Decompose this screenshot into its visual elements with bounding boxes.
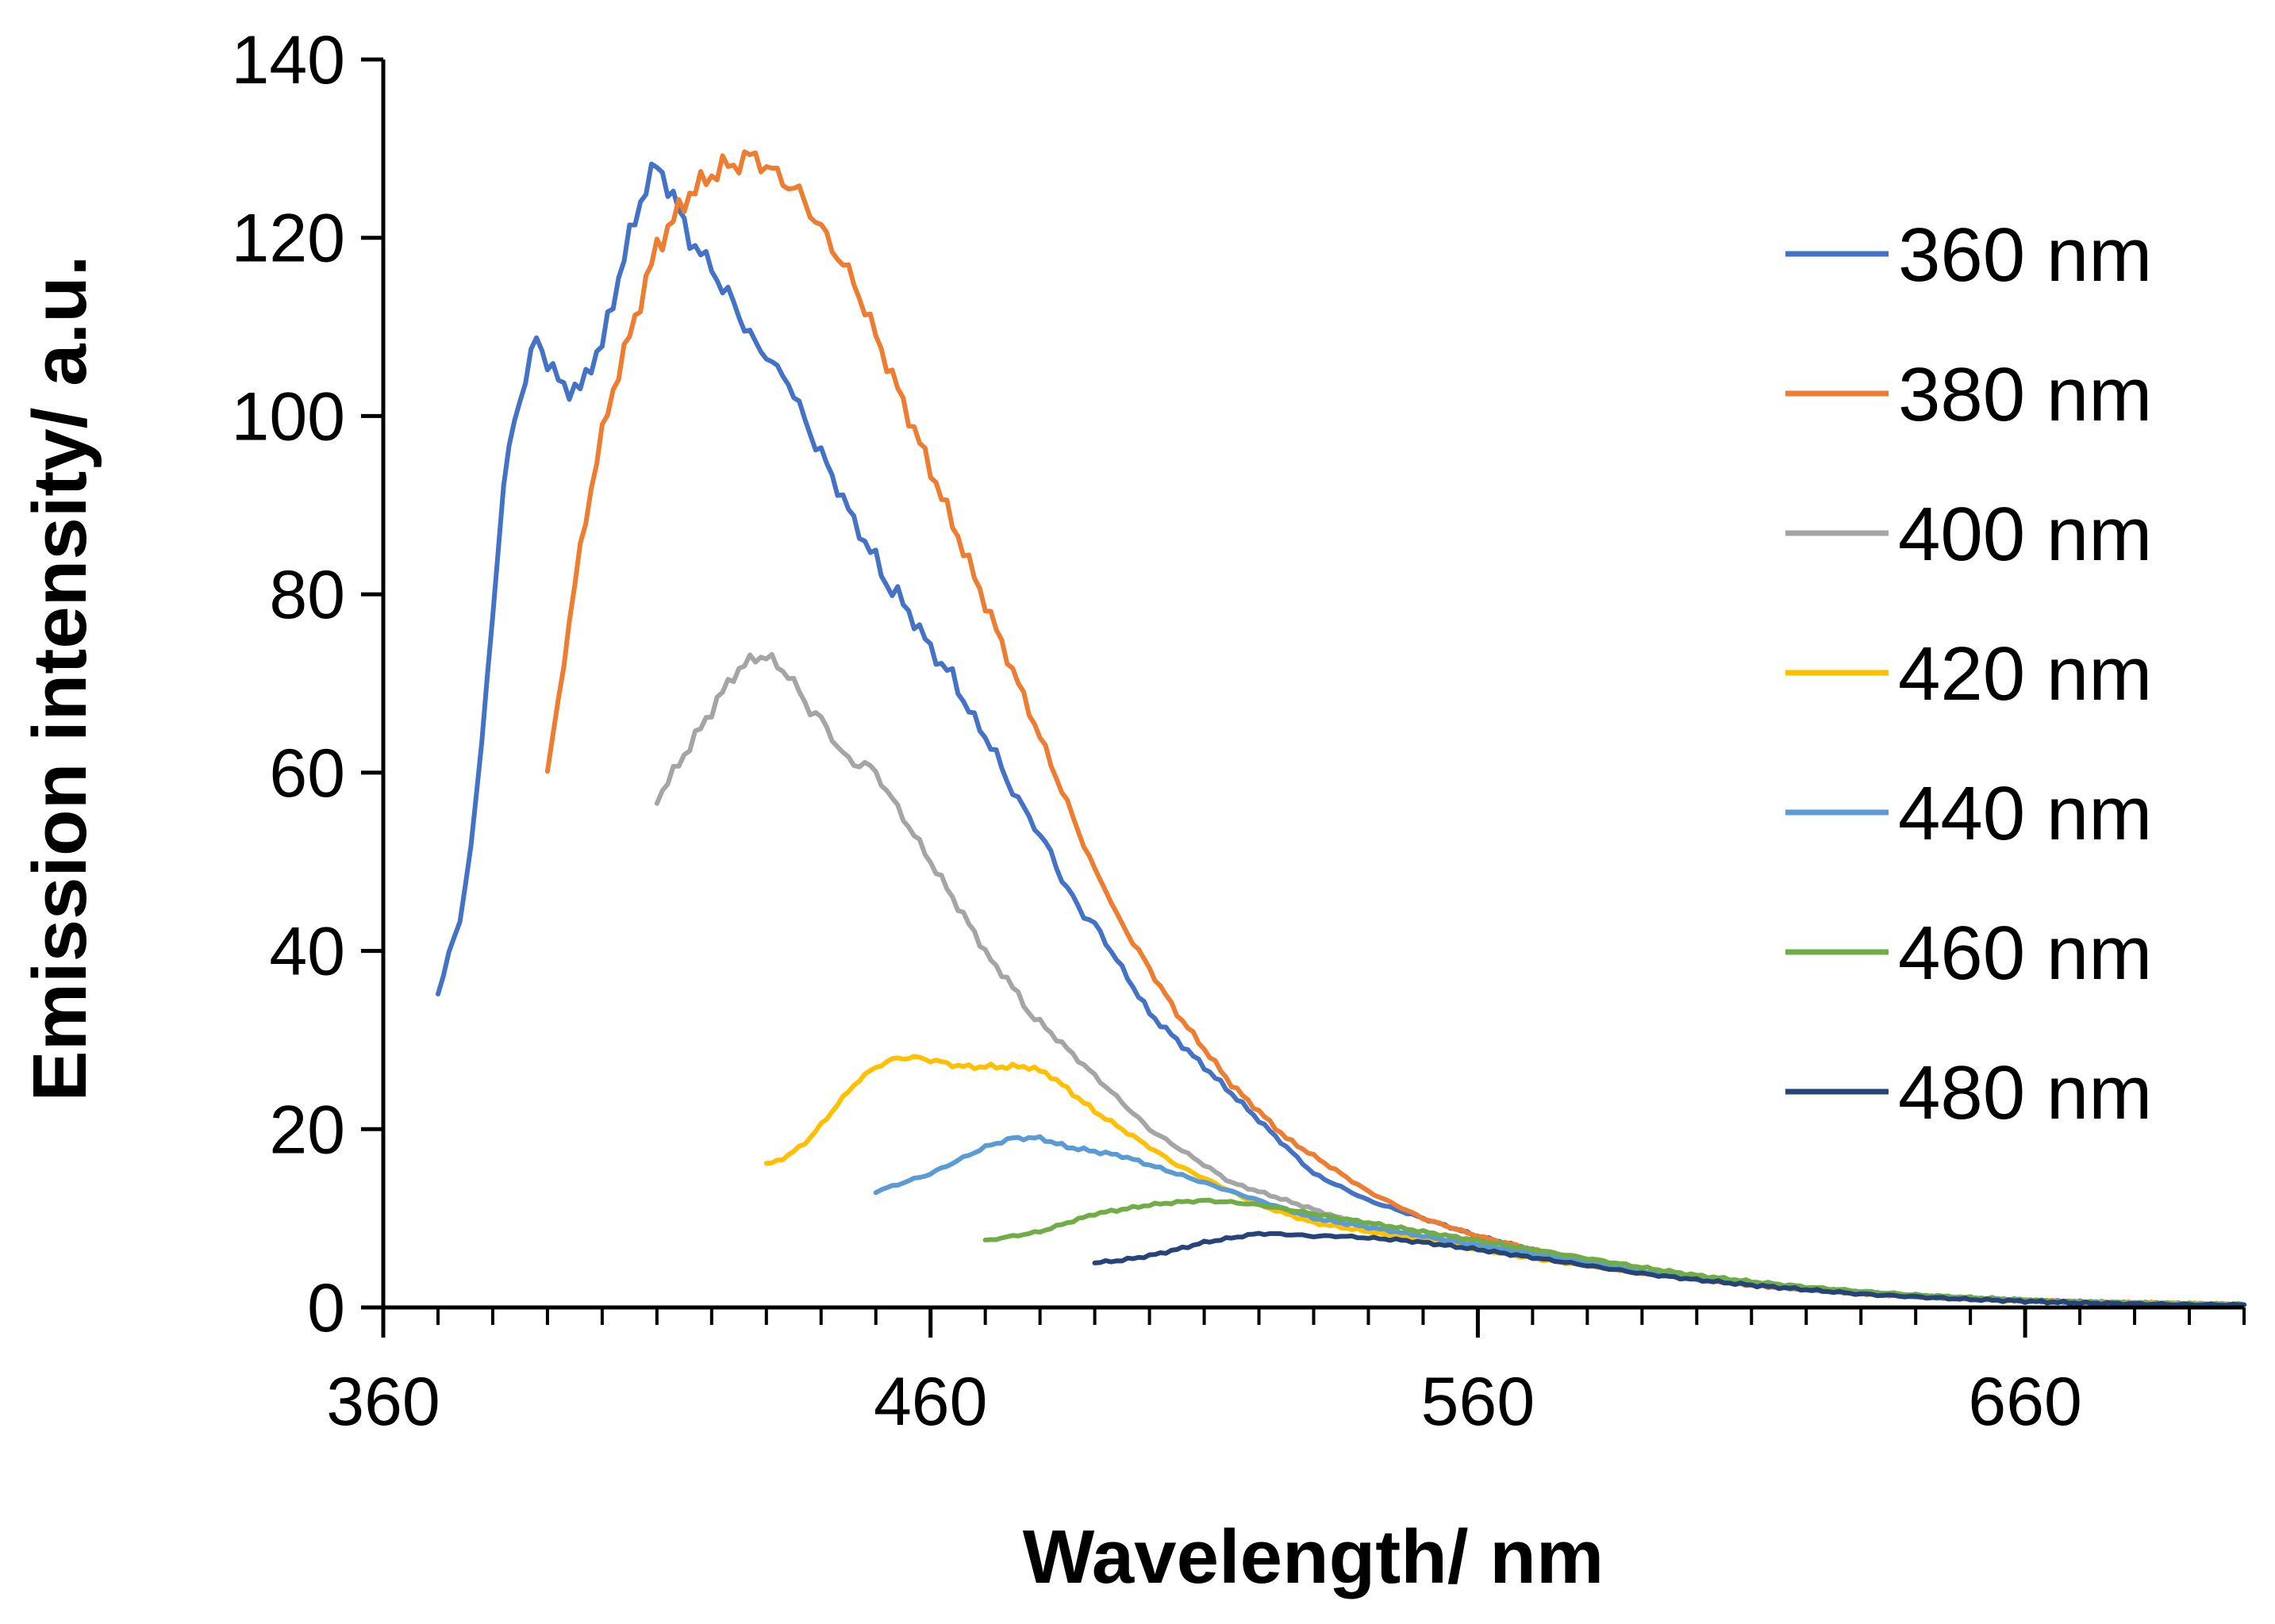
legend-label: 480 nm bbox=[1898, 1050, 2152, 1135]
legend-label: 440 nm bbox=[1898, 771, 2152, 856]
y-axis-title: Emission intensity/ a.u. bbox=[17, 255, 102, 1102]
series-line-460-nm bbox=[982, 1197, 2246, 1308]
series-line-440-nm bbox=[873, 1134, 2246, 1308]
y-tick-label: 60 bbox=[269, 735, 345, 812]
legend-label: 460 nm bbox=[1898, 911, 2152, 996]
x-tick-label: 460 bbox=[874, 1364, 988, 1440]
y-tick-label: 20 bbox=[269, 1092, 345, 1168]
x-tick-label: 360 bbox=[326, 1364, 440, 1440]
legend-label: 360 nm bbox=[1898, 213, 2152, 298]
legend: 360 nm 380 nm 400 nm 420 nm 440 nm 460 nm 480 … bbox=[1785, 213, 2152, 1135]
x-axis-title: Wavelength/ nm bbox=[1023, 1515, 1604, 1599]
y-tick-label: 140 bbox=[232, 22, 346, 98]
series-layer bbox=[436, 149, 2246, 1308]
x-tick-label: 560 bbox=[1421, 1364, 1535, 1440]
series-line-480-nm bbox=[1092, 1230, 2246, 1308]
y-tick-label: 100 bbox=[232, 378, 346, 455]
legend-label: 400 nm bbox=[1898, 492, 2152, 577]
y-tick-label: 40 bbox=[269, 914, 345, 990]
axes-layer bbox=[361, 57, 2246, 1338]
legend-label: 380 nm bbox=[1898, 352, 2152, 437]
legend-label: 420 nm bbox=[1898, 632, 2152, 716]
tick-labels: 0 20 40 60 80 100 120 140 360 460 560 660 bbox=[232, 22, 2082, 1440]
y-tick-label: 80 bbox=[269, 557, 345, 633]
y-tick-label: 0 bbox=[307, 1270, 345, 1346]
x-tick-label: 660 bbox=[1968, 1364, 2082, 1440]
y-tick-label: 120 bbox=[232, 201, 346, 277]
